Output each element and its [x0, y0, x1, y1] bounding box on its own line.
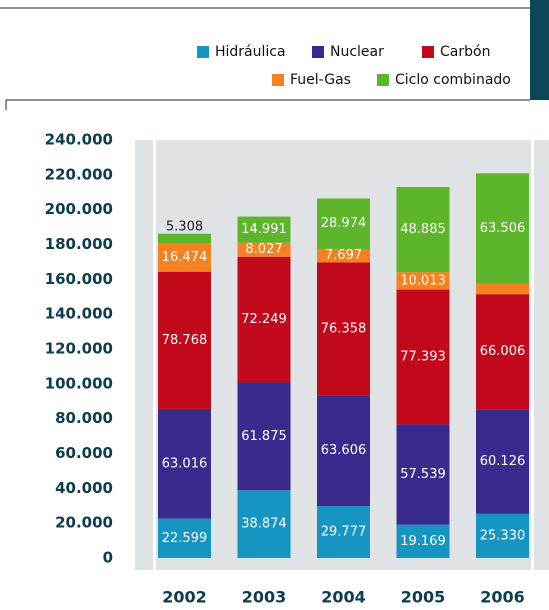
bar-segment: [396, 272, 450, 290]
bar-segment: [476, 513, 529, 558]
value-label: 61.875: [241, 429, 287, 444]
value-label: 77.393: [400, 350, 446, 365]
legend-label: Hidráulica: [215, 44, 286, 60]
bar-segment: [476, 294, 529, 410]
value-label: 8.027: [245, 242, 282, 257]
bar-segment: [396, 524, 450, 558]
y-tick-label: 80.000: [55, 409, 113, 427]
x-tick-label: 2003: [242, 588, 287, 607]
y-tick-label: 0: [103, 549, 113, 567]
legend-swatch: [312, 46, 324, 58]
bar-segment: [317, 248, 370, 263]
value-label: 57.539: [400, 467, 446, 482]
y-tick-label: 180.000: [45, 235, 113, 253]
bar-segment: [317, 506, 370, 558]
legend-label: Carbón: [440, 44, 490, 60]
y-tick-label: 160.000: [45, 270, 113, 288]
bar-segment: [476, 409, 529, 514]
legend-swatch: [377, 74, 389, 86]
legend-label: Ciclo combinado: [395, 72, 511, 88]
bar-segment: [317, 198, 370, 249]
value-label: 16.474: [162, 250, 208, 265]
plot-stripe: [153, 140, 156, 570]
x-tick-label: 2002: [162, 588, 207, 607]
legend-swatch: [422, 46, 434, 58]
y-tick-label: 220.000: [45, 165, 113, 183]
bar-segment: [237, 216, 291, 243]
value-label: 29.777: [321, 525, 367, 540]
bar-segment: [158, 271, 211, 409]
value-label: 28.974: [321, 216, 367, 231]
plot-stripe: [531, 140, 534, 570]
y-tick-label: 120.000: [45, 340, 113, 358]
bar-segment: [158, 243, 211, 272]
bar-segment: [237, 242, 291, 257]
bar-segment: [396, 424, 450, 525]
value-label: 48.885: [400, 222, 446, 237]
value-label: 76.358: [321, 321, 367, 336]
y-tick-label: 140.000: [45, 305, 113, 323]
bar-segment: [158, 518, 211, 558]
value-label: 60.126: [480, 454, 526, 469]
value-label: 10.013: [400, 273, 446, 288]
bar-segment: [476, 173, 529, 284]
x-tick-label: 2004: [321, 588, 366, 607]
value-label: 78.768: [162, 333, 208, 348]
value-label: 63.606: [321, 443, 367, 458]
value-label: 63.016: [162, 456, 208, 471]
bar-segment: [476, 283, 529, 295]
value-label: 72.249: [241, 312, 287, 327]
value-label: 14.991: [241, 222, 287, 237]
y-tick-label: 20.000: [55, 514, 113, 532]
bar-segment: [396, 289, 450, 425]
value-label: 66.006: [480, 344, 526, 359]
x-tick-label: 2005: [401, 588, 446, 607]
legend-swatch: [272, 74, 284, 86]
bar-segment: [158, 408, 211, 519]
y-tick-label: 200.000: [45, 200, 113, 218]
bar-segment: [396, 187, 450, 273]
value-label: 38.874: [241, 517, 287, 532]
y-tick-label: 100.000: [45, 374, 113, 392]
side-band: [530, 0, 549, 100]
value-label: 7.697: [325, 248, 362, 263]
y-tick-label: 60.000: [55, 444, 113, 462]
bar-segment: [158, 233, 211, 244]
value-label: 63.506: [480, 221, 526, 236]
value-label: 5.308: [166, 219, 203, 234]
legend-label: Fuel-Gas: [290, 72, 351, 88]
bar-segment: [237, 256, 291, 383]
bar-segment: [317, 262, 370, 396]
legend-swatch: [197, 46, 209, 58]
y-tick-label: 40.000: [55, 479, 113, 497]
legend-label: Nuclear: [330, 44, 384, 60]
value-label: 25.330: [480, 528, 526, 543]
bar-segment: [237, 382, 291, 491]
value-label: 22.599: [162, 531, 208, 546]
value-label: 19.169: [400, 534, 446, 549]
x-tick-label: 2006: [480, 588, 525, 607]
bar-segment: [317, 395, 370, 507]
y-tick-label: 240.000: [45, 131, 113, 149]
bar-segment: [237, 490, 291, 558]
